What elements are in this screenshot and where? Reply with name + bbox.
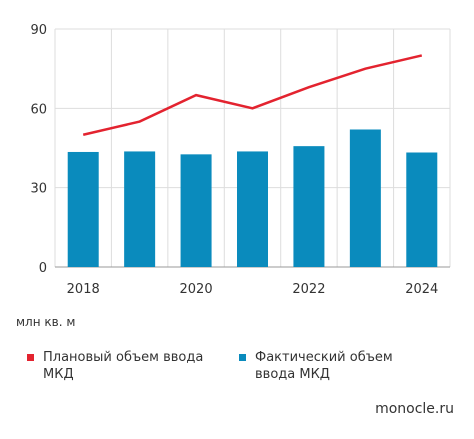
x-axis: 2018 2020 2022 2024 [67,282,439,297]
bar [293,146,325,267]
y-tick-label: 60 [30,102,47,117]
source-label: monocle.ru [375,401,454,417]
line-series [82,54,423,136]
y-tick-label: 0 [39,261,47,276]
bar [237,151,268,267]
x-tick-label: 2020 [180,282,213,297]
legend-item-plan: Плановый объем ввода МКД [27,349,219,383]
y-axis: 0 30 60 90 [30,23,47,276]
legend-item-fact: Фактический объем ввода МКД [239,349,431,383]
bar [349,129,381,267]
bar [180,154,212,267]
x-tick-label: 2018 [67,282,100,297]
legend-label-fact: Фактический объем ввода МКД [255,350,393,382]
legend-label-plan: Плановый объем ввода МКД [43,350,204,382]
x-tick-label: 2022 [292,282,325,297]
bar [124,151,156,267]
y-tick-label: 90 [30,23,47,38]
bar [406,152,438,267]
x-tick-label: 2024 [405,282,438,297]
bar [67,151,99,267]
bar-series [67,129,438,267]
unit-label: млн кв. м [16,315,76,329]
legend-swatch-fact [239,354,246,361]
y-tick-label: 30 [30,182,47,197]
legend-swatch-plan [27,354,34,361]
chart-plot: 0 30 60 90 2018 2020 2022 2024 [30,23,451,297]
plan-line [82,54,423,136]
